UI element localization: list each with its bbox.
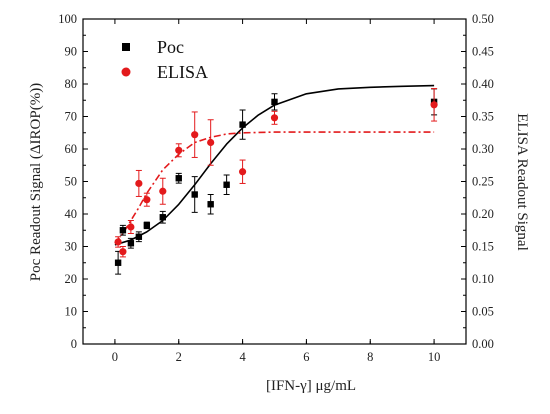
poc-point bbox=[159, 214, 166, 221]
elisa-point bbox=[119, 248, 127, 256]
y-left-tick-label: 50 bbox=[65, 175, 78, 189]
y-left-tick-label: 100 bbox=[58, 12, 77, 26]
elisa-point bbox=[143, 196, 151, 204]
poc-point bbox=[239, 121, 246, 128]
poc-point bbox=[114, 259, 122, 266]
y-left-tick-label: 60 bbox=[65, 142, 78, 156]
poc-point bbox=[223, 181, 230, 188]
y-left-tick-label: 10 bbox=[65, 305, 78, 319]
elisa-point bbox=[430, 101, 438, 109]
elisa-point bbox=[238, 168, 247, 176]
axes: 0 2 4 6 8 1001020304050607080901000.000.050.1… bbox=[58, 12, 494, 364]
y-right-tick-label: 0.10 bbox=[472, 272, 494, 286]
x-tick-label: 10 bbox=[428, 350, 441, 364]
y-left-tick-label: 40 bbox=[65, 207, 78, 221]
poc-fit-curve bbox=[114, 84, 435, 246]
elisa-point bbox=[114, 238, 122, 246]
y-left-tick-label: 90 bbox=[65, 45, 78, 59]
y-left-tick-label: 80 bbox=[65, 77, 78, 91]
poc-point bbox=[207, 201, 214, 208]
x-axis-title: [IFN-γ] μg/mL bbox=[266, 378, 356, 394]
legend-marker-poc bbox=[122, 43, 130, 51]
elisa-point bbox=[207, 138, 215, 147]
poc-point bbox=[135, 233, 143, 240]
y-right-tick-label: 0.40 bbox=[472, 77, 494, 91]
poc-point bbox=[191, 191, 198, 198]
y-right-tick-label: 0.35 bbox=[472, 110, 494, 124]
x-tick-label: 0 bbox=[112, 350, 118, 364]
x-tick-label: 6 bbox=[303, 350, 309, 364]
elisa-point bbox=[127, 223, 135, 231]
poc-point bbox=[127, 240, 135, 247]
y-right-tick-label: 0.30 bbox=[472, 142, 494, 156]
poc-point bbox=[119, 227, 127, 234]
y-right-tick-label: 0.00 bbox=[472, 337, 494, 351]
y-right-tick-label: 0.25 bbox=[472, 175, 494, 189]
elisa-point bbox=[270, 114, 279, 122]
y-right-tick-label: 0.15 bbox=[472, 240, 494, 254]
poc-point bbox=[143, 222, 151, 229]
elisa-point bbox=[175, 146, 183, 154]
legend-label-elisa: ELISA bbox=[157, 62, 208, 82]
y-right-tick-label: 0.50 bbox=[472, 12, 494, 26]
y-right-tick-label: 0.45 bbox=[472, 45, 494, 59]
y-left-tick-label: 70 bbox=[65, 110, 78, 124]
x-tick-label: 8 bbox=[367, 350, 373, 364]
y-axis-title-left: Poc Readout Signal (ΔIROP(%)) bbox=[28, 83, 44, 281]
x-tick-label: 2 bbox=[176, 350, 182, 364]
legend-label-poc: Poc bbox=[157, 37, 184, 57]
poc-point bbox=[175, 175, 182, 182]
y-axis-title-right: ELISA Readout Signal bbox=[514, 113, 530, 251]
legend-marker-elisa bbox=[121, 67, 131, 77]
legend: Poc ELISA bbox=[121, 37, 208, 82]
y-left-tick-label: 20 bbox=[65, 272, 78, 286]
data-points bbox=[114, 88, 438, 275]
y-left-tick-label: 30 bbox=[65, 240, 78, 254]
elisa-point bbox=[191, 131, 199, 139]
y-right-tick-label: 0.05 bbox=[472, 305, 494, 319]
elisa-point bbox=[135, 179, 143, 188]
y-right-tick-label: 0.20 bbox=[472, 207, 494, 221]
poc-point bbox=[271, 98, 278, 106]
x-tick-label: 4 bbox=[239, 350, 246, 364]
elisa-point bbox=[159, 187, 167, 195]
y-left-tick-label: 0 bbox=[71, 337, 77, 351]
